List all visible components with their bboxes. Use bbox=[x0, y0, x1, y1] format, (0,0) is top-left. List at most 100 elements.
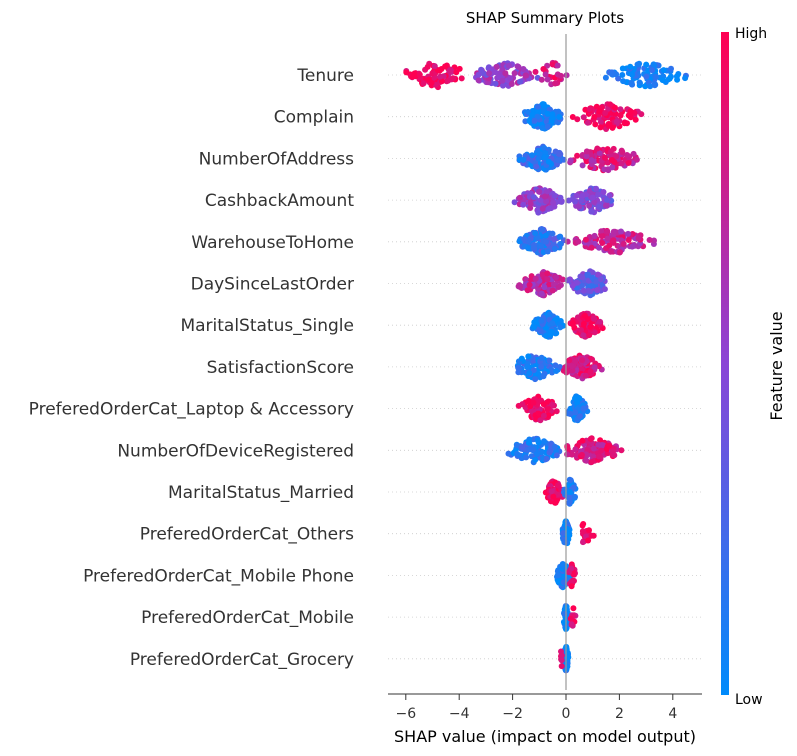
shap-point bbox=[550, 240, 557, 247]
shap-point bbox=[598, 276, 604, 283]
shap-point bbox=[549, 230, 556, 237]
shap-point bbox=[585, 537, 592, 544]
shap-point bbox=[627, 63, 634, 70]
shap-point bbox=[567, 498, 573, 505]
shap-point bbox=[588, 157, 595, 164]
shap-point bbox=[583, 358, 590, 365]
shap-point bbox=[532, 68, 539, 75]
shap-point bbox=[606, 242, 613, 249]
shap-point bbox=[587, 368, 594, 375]
shap-point bbox=[555, 284, 562, 290]
shap-point bbox=[578, 327, 585, 333]
shap-point bbox=[535, 410, 542, 417]
shap-point bbox=[593, 185, 600, 192]
chart-title: SHAP Summary Plots bbox=[466, 9, 624, 27]
shap-point bbox=[612, 104, 618, 111]
shap-point bbox=[619, 72, 626, 78]
shap-point bbox=[492, 69, 499, 76]
shap-point bbox=[564, 451, 571, 458]
shap-point bbox=[527, 205, 534, 211]
shap-point bbox=[646, 237, 653, 243]
shap-point bbox=[544, 123, 551, 130]
colorbar-high-label: High bbox=[735, 26, 767, 42]
shap-point bbox=[549, 111, 556, 118]
x-tick-label: −6 bbox=[395, 706, 416, 722]
shap-point bbox=[409, 73, 416, 80]
shap-point bbox=[566, 357, 573, 364]
shap-point bbox=[570, 484, 577, 491]
shap-point bbox=[447, 66, 454, 73]
shap-point bbox=[416, 71, 423, 78]
shap-point bbox=[591, 232, 598, 239]
shap-point bbox=[550, 281, 557, 288]
shap-point bbox=[610, 228, 617, 235]
shap-point bbox=[619, 149, 626, 155]
shap-point bbox=[550, 199, 557, 206]
shap-point bbox=[576, 203, 583, 210]
shap-point bbox=[514, 442, 520, 449]
shap-point bbox=[492, 80, 499, 87]
shap-point bbox=[508, 81, 515, 87]
shap-point bbox=[618, 228, 624, 235]
shap-point bbox=[582, 372, 589, 379]
shap-point bbox=[531, 319, 538, 326]
shap-point bbox=[575, 238, 582, 245]
shap-point bbox=[649, 67, 656, 74]
shap-point bbox=[420, 80, 427, 87]
shap-point bbox=[579, 162, 586, 169]
shap-point bbox=[586, 187, 593, 194]
shap-point bbox=[668, 65, 674, 72]
shap-point bbox=[538, 76, 545, 83]
shap-point bbox=[682, 75, 689, 82]
shap-point bbox=[424, 63, 431, 70]
shap-point bbox=[606, 121, 613, 128]
shap-point bbox=[437, 73, 444, 80]
shap-point bbox=[553, 452, 560, 459]
shap-point bbox=[569, 282, 576, 289]
shap-point bbox=[525, 439, 532, 446]
shap-point bbox=[579, 283, 585, 290]
shap-point bbox=[595, 191, 602, 198]
shap-point bbox=[627, 114, 634, 121]
shap-point bbox=[569, 114, 576, 120]
x-axis-label: SHAP value (impact on model output) bbox=[394, 727, 696, 746]
shap-point bbox=[553, 408, 560, 415]
shap-point bbox=[544, 276, 551, 283]
shap-point bbox=[539, 205, 546, 212]
shap-point bbox=[600, 189, 607, 195]
shap-point bbox=[597, 437, 604, 444]
shap-point bbox=[439, 78, 445, 85]
shap-point bbox=[552, 80, 559, 87]
shap-point bbox=[522, 72, 529, 79]
x-tick-label: 2 bbox=[615, 706, 624, 722]
shap-point bbox=[538, 449, 545, 456]
shap-point bbox=[580, 405, 587, 412]
shap-point bbox=[620, 240, 627, 247]
shap-point bbox=[567, 615, 574, 622]
shap-point bbox=[542, 232, 549, 239]
shap-point bbox=[549, 401, 556, 408]
shap-point bbox=[629, 243, 636, 250]
shap-point bbox=[536, 188, 542, 195]
shap-point bbox=[520, 201, 527, 208]
shap-point bbox=[621, 120, 628, 127]
shap-point bbox=[580, 332, 587, 339]
shap-point bbox=[613, 118, 620, 125]
shap-point bbox=[519, 444, 526, 450]
shap-point bbox=[525, 397, 532, 404]
shap-point bbox=[590, 315, 597, 322]
shap-point bbox=[595, 271, 602, 278]
shap-point bbox=[595, 441, 602, 448]
shap-point bbox=[580, 320, 587, 327]
shap-point bbox=[588, 532, 595, 539]
shap-point bbox=[643, 73, 650, 80]
shap-point bbox=[564, 663, 571, 670]
shap-point bbox=[548, 488, 555, 495]
shap-point bbox=[587, 436, 594, 442]
shap-point bbox=[533, 163, 540, 170]
shap-point bbox=[431, 63, 438, 70]
shap-point bbox=[549, 287, 556, 294]
shap-point bbox=[538, 197, 544, 204]
shap-point bbox=[617, 106, 624, 113]
feature-label: CashbackAmount bbox=[205, 191, 354, 211]
